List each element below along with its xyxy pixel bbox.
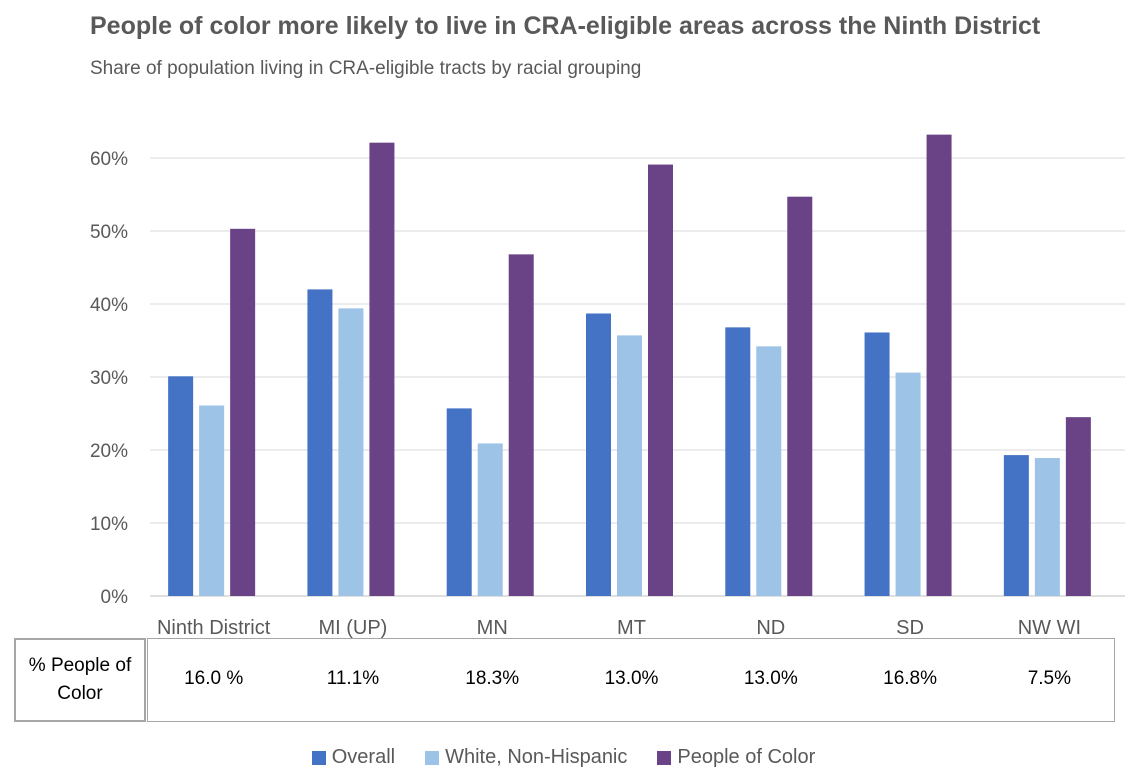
legend-item: Overall bbox=[311, 746, 396, 769]
bar bbox=[230, 228, 256, 596]
legend-swatch bbox=[657, 750, 672, 765]
bar bbox=[1034, 458, 1060, 596]
x-category-label: MT bbox=[617, 617, 646, 639]
bar-chart: 0% 10% 20% 30% 40% 50% 60% Ninth District MI (U… bbox=[90, 134, 1125, 639]
x-category-label: MI (UP) bbox=[318, 617, 387, 639]
bar bbox=[617, 335, 642, 596]
bar bbox=[864, 332, 890, 596]
bar bbox=[1065, 417, 1091, 596]
y-tick-label: 20% bbox=[90, 441, 128, 462]
bar bbox=[586, 313, 611, 596]
x-category-label: ND bbox=[756, 617, 785, 639]
y-axis-ticks: 0% 10% 20% 30% 40% 50% 60% bbox=[90, 149, 128, 608]
bar bbox=[1003, 455, 1029, 596]
bar bbox=[895, 372, 921, 596]
bar bbox=[338, 308, 364, 596]
y-tick-label: 0% bbox=[101, 587, 129, 608]
legend-label: People of Color bbox=[677, 746, 816, 768]
bar bbox=[477, 443, 503, 596]
y-tick-label: 10% bbox=[90, 514, 128, 535]
legend-item: People of Color bbox=[657, 746, 815, 769]
legend-item: White, Non-Hispanic bbox=[425, 746, 627, 769]
x-category-label: SD bbox=[896, 617, 924, 639]
y-tick-label: 50% bbox=[90, 222, 128, 243]
table-header: % People of Color bbox=[14, 638, 146, 722]
bar bbox=[446, 408, 472, 596]
legend-label: Overall bbox=[331, 746, 396, 768]
bar bbox=[307, 289, 333, 596]
table-cell: 16.8% bbox=[883, 668, 937, 689]
bars bbox=[168, 134, 1091, 597]
table-frame bbox=[147, 638, 1115, 722]
x-category-label: NW WI bbox=[1018, 617, 1081, 639]
table-cell: 7.5% bbox=[1027, 668, 1071, 689]
bar bbox=[508, 254, 534, 597]
table-cell: 13.0% bbox=[743, 668, 798, 689]
bar bbox=[648, 164, 673, 596]
bar bbox=[787, 196, 813, 596]
people-of-color-table: % People of Color 16.0 % 11.1% 18.3% 13.0% 1… bbox=[14, 638, 1115, 722]
x-category-label: MN bbox=[477, 617, 508, 639]
legend-label: White, Non-Hispanic bbox=[445, 746, 628, 768]
legend: Overall White, Non-Hispanic People of Colo… bbox=[0, 746, 1127, 769]
y-tick-label: 60% bbox=[90, 149, 128, 170]
table-cell: 13.0% bbox=[604, 668, 659, 689]
table-cell: 16.0 % bbox=[184, 668, 244, 689]
legend-swatch bbox=[311, 750, 326, 765]
bar bbox=[926, 134, 952, 596]
chart-subtitle: Share of population living in CRA-eligib… bbox=[90, 58, 642, 79]
x-axis-categories: Ninth District MI (UP) MN MT ND SD NW WI bbox=[157, 617, 1081, 639]
x-category-label: Ninth District bbox=[157, 617, 271, 639]
bar bbox=[199, 405, 225, 596]
legend-swatch bbox=[425, 750, 440, 765]
bar bbox=[725, 327, 751, 596]
bar bbox=[369, 142, 395, 597]
chart-title: People of color more likely to live in C… bbox=[90, 12, 1041, 40]
y-tick-label: 40% bbox=[90, 295, 128, 316]
table-cell: 18.3% bbox=[465, 668, 520, 689]
bar bbox=[756, 346, 782, 596]
y-tick-label: 30% bbox=[90, 368, 128, 389]
table-cell: 11.1% bbox=[326, 668, 380, 689]
bar bbox=[168, 376, 194, 596]
